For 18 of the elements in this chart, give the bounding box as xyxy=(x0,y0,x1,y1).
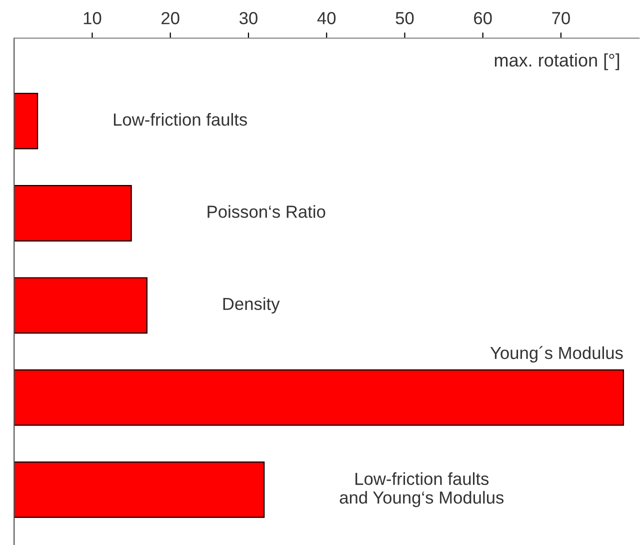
y-tick-label: Low-friction faults and Young‘s Modulus xyxy=(340,472,504,508)
x-tick-label: 70 xyxy=(552,12,570,24)
bar xyxy=(14,185,132,242)
x-tick-label: 50 xyxy=(396,12,414,24)
y-tick-label: Young´s Modulus xyxy=(490,346,623,363)
bar xyxy=(14,369,624,426)
y-tick-label: Low-friction faults xyxy=(114,112,247,126)
bar xyxy=(14,277,148,334)
x-tick-label: 30 xyxy=(239,12,258,24)
x-tick-label: 40 xyxy=(317,12,336,24)
x-tick-label: 20 xyxy=(162,12,180,24)
x-tick-label: 60 xyxy=(474,12,492,24)
y-tick-label: Poisson‘s Ratio xyxy=(208,205,326,218)
bar xyxy=(14,462,265,518)
x-tick-label: 10 xyxy=(84,12,102,24)
x-axis-title: max. rotation [°] xyxy=(494,53,620,70)
bar xyxy=(14,92,38,150)
y-tick-label: Density xyxy=(223,297,280,314)
